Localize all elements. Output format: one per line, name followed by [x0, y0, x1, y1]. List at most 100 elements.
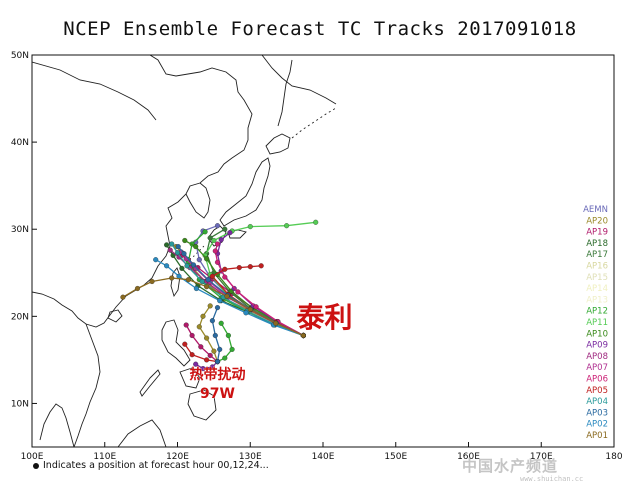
track-point [164, 263, 170, 269]
legend-entry: AP06 [586, 375, 608, 385]
legend-entry: AP07 [586, 363, 608, 373]
legend-entry: AP17 [586, 250, 608, 260]
track-point [222, 266, 228, 272]
track-line [122, 277, 304, 337]
x-tick-label: 160E [457, 452, 480, 462]
track-point [284, 223, 290, 229]
track-point [225, 332, 231, 339]
coastline-layer [32, 55, 337, 447]
track-point [196, 257, 202, 263]
position-dot-icon [33, 462, 39, 469]
y-tick-label: 30N [11, 225, 29, 235]
track-ap01 [120, 275, 306, 339]
track-point [207, 235, 213, 241]
track-point [243, 310, 249, 316]
china-interior-boundary [32, 61, 157, 121]
track-point [258, 263, 264, 269]
track-line [155, 259, 304, 337]
track-point [120, 294, 126, 300]
track-point [214, 223, 221, 229]
watermark-url: www.shuichan.cc [520, 475, 584, 483]
track-line [184, 239, 304, 337]
track-point [227, 230, 233, 236]
track-point [149, 278, 155, 285]
tracks-layer [120, 219, 319, 372]
y-tick-label: 50N [11, 51, 29, 61]
track-ap06 [212, 241, 306, 339]
taiwan [170, 267, 181, 298]
track-ap19 [183, 322, 221, 365]
legend-entry: AP01 [586, 431, 608, 441]
legend-entry: AP13 [586, 295, 608, 305]
x-tick-label: 130E [239, 452, 262, 462]
mindanao [187, 389, 217, 421]
track-point [222, 226, 228, 232]
track-point [198, 344, 204, 350]
track-ap03 [175, 244, 306, 339]
track-ap07 [178, 249, 306, 339]
track-point [184, 263, 190, 269]
track-point [207, 303, 213, 309]
axes-layer: 100E 110E 120E 130E 140E 150E 160E 170E 180 10N 20… [11, 51, 623, 462]
legend-entry: AP04 [586, 397, 608, 407]
track-point [222, 355, 228, 361]
track-point [182, 341, 188, 347]
legend-entry: AP03 [586, 408, 608, 418]
track-point [247, 264, 253, 270]
track-point [229, 346, 235, 352]
legend-entry: AP02 [586, 420, 608, 430]
track-point [217, 346, 223, 352]
y-tick-label: 20N [11, 312, 29, 322]
track-ap09 [193, 359, 221, 372]
x-tick-label: 120E [166, 452, 189, 462]
legend-entry: AP18 [586, 239, 608, 249]
borneo-coast [117, 419, 167, 447]
track-point [209, 273, 215, 279]
y-tick-label: 40N [11, 138, 29, 148]
russia-coast [261, 55, 337, 105]
track-point [207, 352, 213, 359]
track-point [182, 237, 188, 244]
visayas [179, 367, 201, 389]
track-point [193, 285, 199, 292]
track-point [183, 322, 189, 328]
track-point [190, 262, 197, 268]
track-ap12 [185, 229, 306, 339]
track-point [204, 256, 210, 262]
legend-entry: AP08 [586, 352, 608, 362]
palawan [139, 369, 161, 397]
legend-entry: AP05 [586, 386, 608, 396]
track-point [236, 265, 242, 271]
y-tick-label: 10N [11, 399, 29, 409]
track-point [164, 242, 170, 248]
track-point [218, 237, 224, 243]
track-line [180, 251, 304, 337]
gulf-of-thailand [39, 403, 75, 447]
japan-kyushu [207, 225, 227, 247]
sakhalin [277, 59, 293, 127]
track-point [200, 313, 206, 319]
track-point [174, 250, 181, 256]
legend-entry: AP16 [586, 262, 608, 272]
annotation-label: 97W [200, 386, 235, 402]
legend-entry: AP20 [586, 216, 608, 226]
track-point [212, 248, 218, 254]
track-point [175, 244, 181, 250]
x-tick-label: 170E [530, 452, 553, 462]
track-line [195, 361, 218, 370]
legend-entry: AP15 [586, 273, 608, 283]
legend-entry: AP10 [586, 329, 608, 339]
track-point [214, 241, 221, 247]
track-point [179, 265, 185, 271]
track-point [235, 289, 241, 295]
track-point [214, 305, 221, 311]
track-line [184, 343, 218, 363]
track-point [205, 277, 211, 283]
x-tick-label: 100E [21, 452, 44, 462]
watermark: 中国水产频道 [462, 457, 559, 475]
legend-entry: AP09 [586, 341, 608, 351]
indochina-coast [73, 323, 101, 447]
track-point [193, 244, 199, 250]
footnote-text: Indicates a position at forecast hour 00… [43, 460, 269, 471]
